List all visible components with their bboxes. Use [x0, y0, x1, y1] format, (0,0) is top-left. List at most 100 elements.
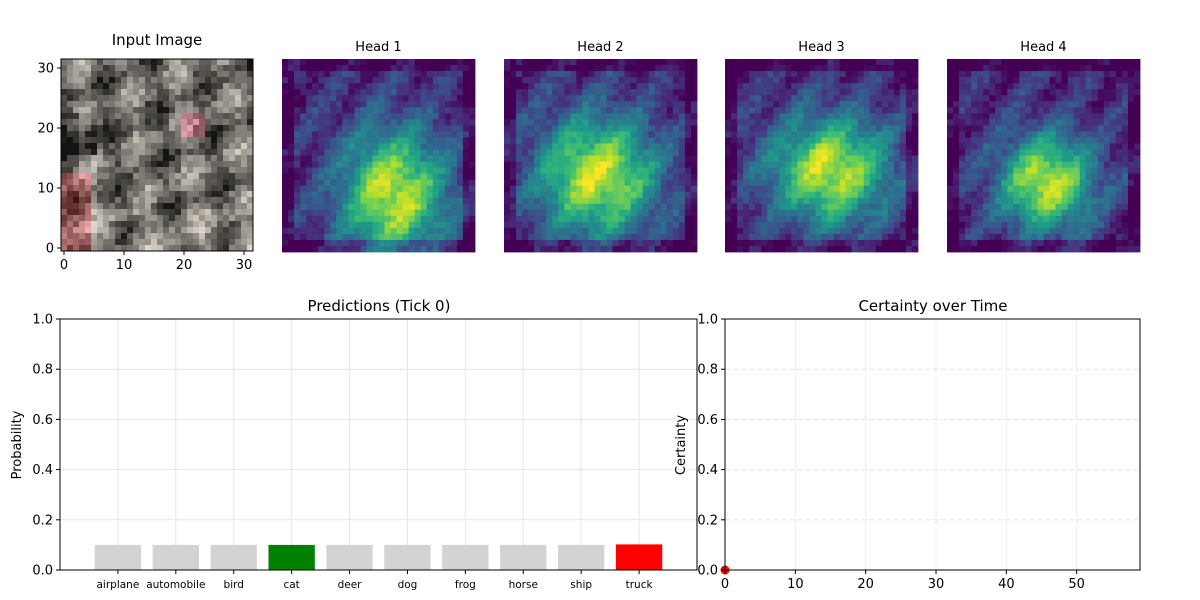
head-pixel	[606, 161, 613, 168]
input-pixel	[61, 95, 68, 102]
head-pixel	[983, 179, 990, 187]
head-pixel	[540, 149, 547, 156]
head-pixel	[833, 245, 840, 253]
head-pixel	[666, 83, 674, 90]
head-pixel	[606, 245, 613, 253]
head-pixel	[743, 107, 750, 114]
head-pixel	[737, 125, 744, 132]
input-pixel	[97, 137, 104, 144]
input-pixel	[187, 191, 194, 198]
head-pixel	[582, 71, 589, 78]
head-pixel	[815, 71, 822, 78]
head-pixel	[312, 191, 319, 199]
head-pixel	[905, 77, 913, 84]
head-pixel	[815, 95, 822, 102]
input-pixel	[175, 113, 182, 120]
head-pixel	[1097, 101, 1105, 108]
head-pixel	[1085, 185, 1093, 193]
head-pixel	[606, 185, 613, 193]
head-pixel	[366, 185, 373, 193]
head-pixel	[630, 143, 638, 150]
head-pixel	[666, 113, 674, 120]
head-pixel	[288, 233, 295, 241]
head-pixel	[785, 107, 792, 114]
head-pixel	[977, 161, 984, 168]
head-pixel	[863, 65, 871, 72]
head-pixel	[1085, 137, 1093, 144]
head-pixel	[612, 227, 619, 235]
input-pixel	[199, 215, 206, 222]
head-pixel	[624, 65, 632, 72]
input-pixel	[145, 173, 152, 180]
head-pixel	[372, 77, 379, 84]
head-pixel	[678, 143, 686, 150]
head-pixel	[1133, 65, 1141, 72]
input-pixel	[235, 125, 242, 132]
head-pixel	[588, 179, 595, 187]
head-pixel	[797, 77, 804, 84]
head-pixel	[564, 185, 571, 193]
head-pixel	[390, 155, 397, 162]
head-pixel	[1133, 89, 1141, 96]
head-pixel	[785, 101, 792, 108]
head-pixel	[414, 143, 422, 150]
input-pixel	[61, 209, 68, 216]
head-pixel	[995, 131, 1002, 138]
head-pixel	[384, 131, 391, 138]
head-pixel	[420, 119, 428, 126]
head-pixel	[540, 215, 547, 223]
head-pixel	[767, 167, 774, 174]
head-pixel	[300, 155, 307, 162]
head-pixel	[294, 179, 301, 187]
head-pixel	[1013, 185, 1020, 193]
head-pixel	[911, 197, 919, 205]
head-pixel	[1097, 155, 1105, 162]
input-pixel	[229, 143, 236, 150]
input-pixel	[67, 203, 74, 210]
input-pixel	[199, 233, 206, 240]
head-pixel	[624, 245, 632, 253]
head-pixel	[761, 197, 768, 205]
head-pixel	[456, 185, 464, 193]
head-pixel	[1025, 179, 1032, 187]
head-pixel	[432, 59, 440, 66]
input-pixel	[247, 227, 254, 234]
head-pixel	[612, 95, 619, 102]
head-pixel	[1121, 191, 1129, 199]
head-pixel	[504, 203, 511, 211]
input-pixel	[139, 167, 146, 174]
head-pixel	[456, 203, 464, 211]
head-pixel	[444, 227, 452, 235]
input-pixel	[169, 95, 176, 102]
head-pixel	[408, 239, 416, 247]
head-pixel	[839, 83, 847, 90]
head-pixel	[875, 185, 883, 193]
head-pixel	[588, 143, 595, 150]
head-pixel	[408, 119, 416, 126]
head-pixel	[809, 185, 816, 193]
input-pixel	[205, 215, 212, 222]
head-pixel	[540, 197, 547, 205]
input-pixel	[193, 161, 200, 168]
head-pixel	[660, 119, 668, 126]
head-pixel	[1055, 107, 1062, 114]
head-pixel	[456, 71, 464, 78]
head-pixel	[1037, 89, 1044, 96]
head-pixel	[642, 125, 650, 132]
head-pixel	[737, 101, 744, 108]
head-pixel	[408, 227, 416, 235]
input-pixel	[193, 233, 200, 240]
head-pixel	[1025, 77, 1032, 84]
head-pixel	[378, 89, 385, 96]
input-pixel	[175, 137, 182, 144]
head-pixel	[821, 239, 828, 247]
head-pixel	[767, 209, 774, 217]
input-pixel	[187, 95, 194, 102]
head-pixel	[905, 227, 913, 235]
head-pixel	[504, 149, 511, 156]
head-pixel	[414, 215, 422, 223]
head-pixel	[1043, 119, 1050, 126]
head-pixel	[833, 119, 840, 126]
head-pixel	[989, 197, 996, 205]
head-pixel	[594, 89, 601, 96]
